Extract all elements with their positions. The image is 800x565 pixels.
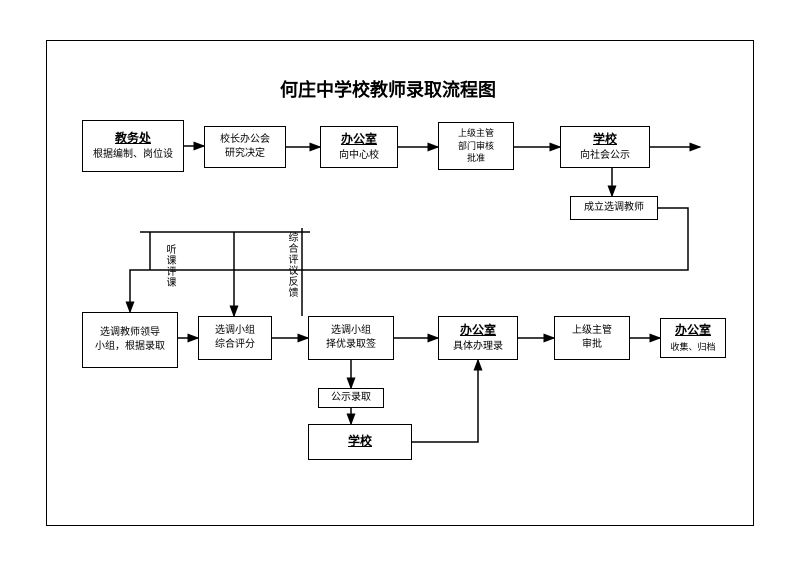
- diagram-title: 何庄中学校教师录取流程图: [280, 76, 496, 102]
- node-n3: 办公室向中心校: [320, 126, 398, 168]
- node-header: 办公室: [460, 322, 496, 339]
- node-n6: 成立选调教师: [570, 196, 658, 220]
- node-n2: 校长办公会研究决定: [204, 126, 286, 168]
- node-n5: 学校向社会公示: [560, 126, 650, 168]
- node-sub: 选调教师领导小组，根据录取: [95, 326, 165, 354]
- node-sub: 根据编制、岗位设: [93, 148, 173, 162]
- node-sub: 校长办公会研究决定: [220, 133, 270, 161]
- edge-label-el1: 听课评课: [162, 244, 177, 288]
- node-header: 办公室: [341, 131, 377, 148]
- node-sub: 公示录取: [331, 391, 371, 405]
- node-n9: 选调小组择优录取签: [308, 316, 394, 360]
- node-n4: 上级主管部门审核批准: [438, 122, 514, 170]
- node-header: 学校: [593, 131, 617, 148]
- node-n1: 教务处根据编制、岗位设: [82, 120, 184, 172]
- node-sub: 上级主管审批: [572, 324, 612, 352]
- node-sub: 具体办理录: [453, 340, 503, 354]
- node-n12: 办公室收集、归档: [660, 318, 726, 358]
- edge-label-el2: 综合评议反馈: [284, 232, 299, 298]
- node-sub: 成立选调教师: [584, 201, 644, 215]
- node-sub: 选调小组择优录取签: [326, 324, 376, 352]
- node-sub: 选调小组综合评分: [215, 324, 255, 352]
- node-sub: 向中心校: [339, 149, 379, 163]
- node-n11: 上级主管审批: [554, 316, 630, 360]
- node-n10: 办公室具体办理录: [438, 316, 518, 360]
- node-header: 办公室: [675, 322, 711, 339]
- node-header: 教务处: [115, 130, 151, 147]
- node-n8: 选调小组综合评分: [198, 316, 272, 360]
- node-header: 学校: [348, 433, 372, 450]
- node-n13: 公示录取: [318, 388, 384, 408]
- node-sub: 收集、归档: [670, 341, 715, 354]
- node-sub: 上级主管部门审核批准: [458, 127, 494, 165]
- node-n7: 选调教师领导小组，根据录取: [82, 312, 178, 368]
- node-sub: 向社会公示: [580, 149, 630, 163]
- node-n14: 学校: [308, 424, 412, 460]
